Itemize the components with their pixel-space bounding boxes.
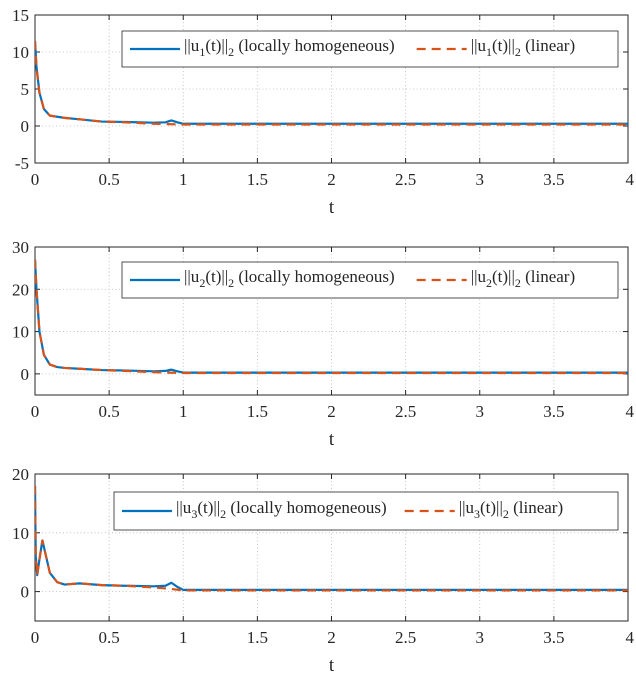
x-tick-label: 3.5	[543, 402, 564, 421]
x-tick-label: 1.5	[247, 170, 268, 189]
y-tick-label: 20	[12, 465, 29, 484]
x-tick-label: 1	[179, 628, 188, 647]
x-axis-label: t	[329, 429, 335, 450]
legend: ||u1(t)||2 (locally homogeneous) ||u1(t)|…	[121, 30, 619, 68]
y-tick-label: 30	[12, 238, 29, 257]
x-tick-label: 0.5	[99, 628, 120, 647]
x-tick-label: 1	[179, 402, 188, 421]
subplot-3: 0 0.5 1 1.5 2 2.5 3 3.5 4 0 10 20 t ||u3(t)||2 (local…	[12, 465, 635, 676]
y-tick-label: 15	[12, 6, 29, 25]
x-tick-label: 4	[626, 628, 635, 647]
y-tick-label: 0	[21, 117, 30, 136]
series-line-linear	[35, 259, 628, 375]
subplot-2: 0 0.5 1 1.5 2 2.5 3 3.5 4 0 10 20 30 t ||u2(t)||2 (loc…	[12, 238, 635, 450]
x-tick-label: 3.5	[543, 628, 564, 647]
x-tick-label: 3.5	[543, 170, 564, 189]
legend-label: ||u2(t)||2 (locally homogeneous)	[184, 267, 395, 290]
y-tick-label: 5	[21, 80, 30, 99]
x-tick-label: 1.5	[247, 628, 268, 647]
x-tick-label: 3	[476, 170, 485, 189]
x-axis-label: t	[329, 655, 335, 676]
x-tick-label: 2	[327, 628, 336, 647]
x-tick-label: 0	[31, 170, 40, 189]
y-tick-label: 10	[12, 323, 29, 342]
x-tick-label: 0.5	[99, 402, 120, 421]
series-line-linear	[35, 485, 628, 592]
x-tick-label: 1	[179, 170, 188, 189]
legend-label: ||u2(t)||2 (linear)	[471, 267, 575, 290]
x-tick-label: 0	[31, 402, 40, 421]
x-tick-label: 2.5	[395, 170, 416, 189]
x-tick-label: 4	[626, 170, 635, 189]
x-tick-label: 2.5	[395, 402, 416, 421]
y-tick-label: 20	[12, 280, 29, 299]
x-tick-label: 4	[626, 402, 635, 421]
legend-box	[113, 491, 619, 531]
x-axis-label: t	[329, 197, 335, 218]
legend-label: ||u3(t)||2 (linear)	[459, 498, 563, 521]
legend: ||u2(t)||2 (locally homogeneous) ||u2(t)|…	[121, 261, 619, 299]
x-tick-label: 1.5	[247, 402, 268, 421]
x-tick-label: 2	[327, 402, 336, 421]
y-tick-label: 10	[12, 43, 29, 62]
y-tick-label: 0	[21, 365, 30, 384]
series-line-linear	[35, 40, 628, 126]
y-tick-label: 0	[21, 583, 30, 602]
legend-label: ||u3(t)||2 (locally homogeneous)	[176, 498, 387, 521]
y-tick-label: -5	[15, 154, 29, 173]
x-tick-label: 2.5	[395, 628, 416, 647]
x-tick-label: 3	[476, 628, 485, 647]
y-tick-label: 10	[12, 524, 29, 543]
x-tick-label: 3	[476, 402, 485, 421]
legend-box	[121, 30, 619, 68]
x-tick-label: 0	[31, 628, 40, 647]
legend-label: ||u1(t)||2 (linear)	[471, 36, 575, 59]
legend: ||u3(t)||2 (locally homogeneous) ||u3(t)|…	[113, 491, 619, 531]
x-tick-label: 0.5	[99, 170, 120, 189]
legend-label: ||u1(t)||2 (locally homogeneous)	[184, 36, 395, 59]
x-tick-label: 2	[327, 170, 336, 189]
legend-box	[121, 261, 619, 299]
